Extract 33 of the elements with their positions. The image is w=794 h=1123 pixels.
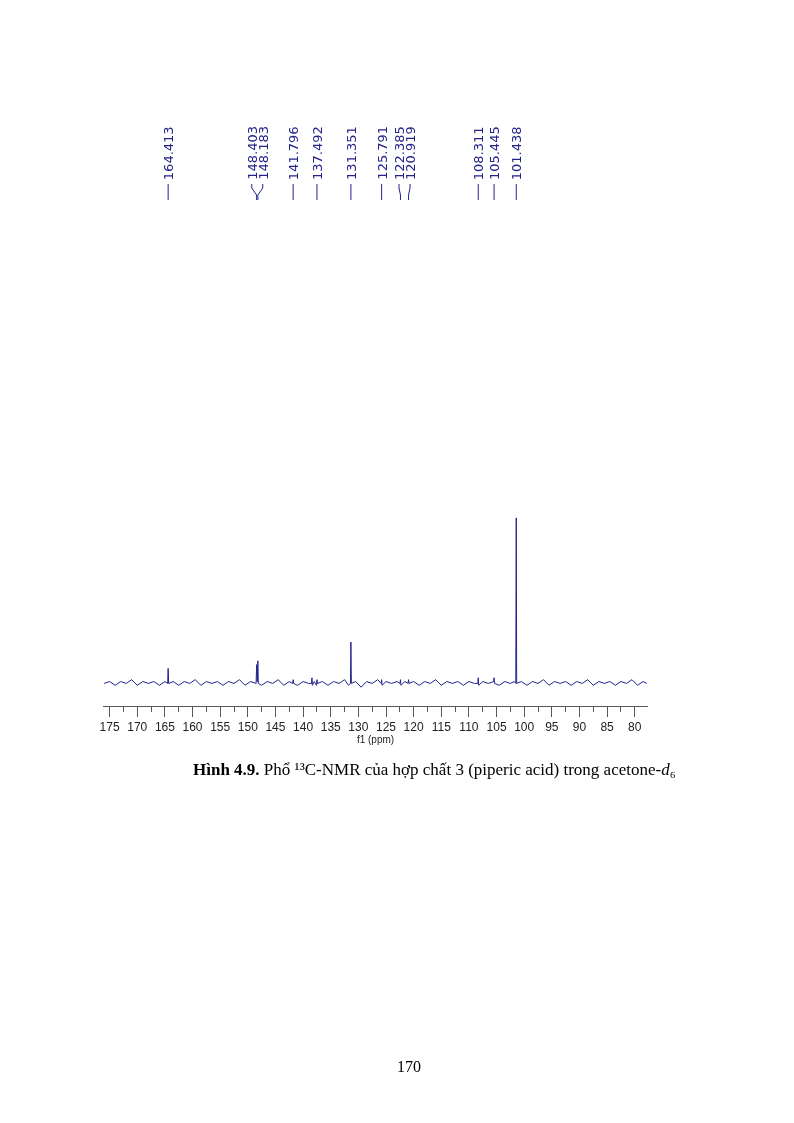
x-tick-label: 85: [600, 720, 615, 735]
x-tick-label: 115: [431, 720, 452, 735]
x-tick-label: 160: [182, 720, 203, 735]
x-tick-label: 125: [375, 720, 397, 735]
x-tick-label: 110: [459, 720, 479, 735]
x-axis-title: f1 (ppm): [356, 734, 395, 746]
x-tick-label: 105: [486, 720, 507, 735]
x-tick-label: 145: [265, 720, 286, 735]
annotation: 131.351: [343, 126, 359, 180]
x-tick-label: 90: [572, 720, 587, 735]
annotation: 125.791: [374, 125, 390, 180]
x-tick-label: 150: [237, 720, 259, 735]
annotation: 148.403: [244, 125, 260, 180]
annotation: 141.796: [286, 126, 302, 181]
x-tick-label: 175: [99, 720, 120, 735]
x-tick-label: 135: [320, 720, 342, 735]
x-tick-label: 120: [403, 720, 424, 735]
x-tick-label: 100: [514, 720, 535, 735]
x-tick-label: 80: [628, 720, 642, 735]
annotation: 120.919: [403, 126, 419, 181]
annotation: 137.492: [309, 126, 325, 180]
text: 170: [397, 1058, 421, 1075]
text: Hình 4.9. Phổ ¹³C-NMR của hợp chất 3 (piperic acid) trong acetone-d₆: [193, 760, 676, 779]
x-tick-label: 155: [210, 720, 231, 735]
annotation: 105.445: [487, 126, 503, 181]
x-tick-label: 95: [545, 720, 559, 735]
x-tick-label: 165: [154, 720, 176, 735]
annotation: 101.438: [509, 126, 525, 181]
x-tick-label: 130: [348, 720, 369, 735]
annotation: 164.413: [161, 126, 177, 181]
x-tick-label: 170: [127, 720, 148, 735]
x-tick-label: 140: [293, 720, 314, 735]
annotation: 108.311: [471, 126, 487, 181]
